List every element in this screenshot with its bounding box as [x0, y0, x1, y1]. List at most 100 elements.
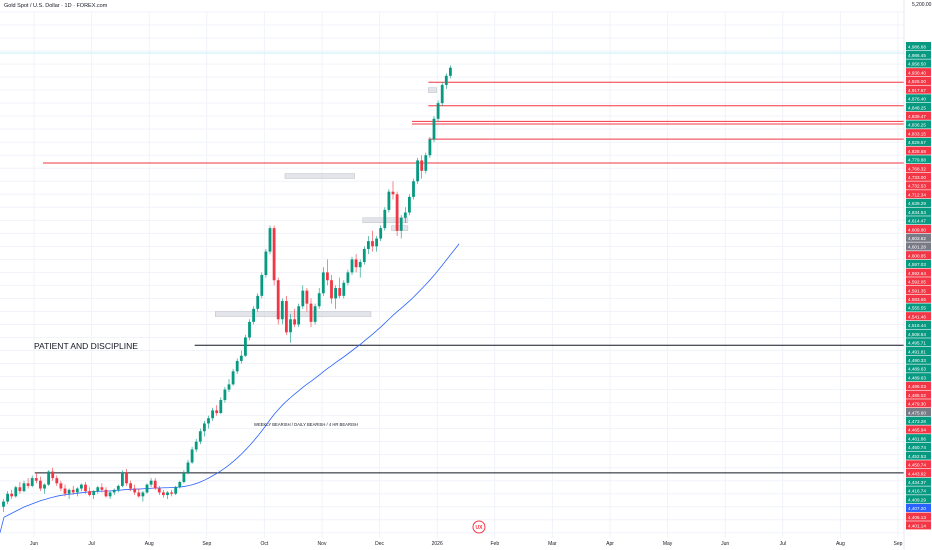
candle	[75, 487, 79, 497]
candle-body	[182, 472, 186, 483]
candle-body	[88, 491, 91, 496]
price-tag: 4,609.80	[906, 225, 931, 234]
price-tag: 4,475.60	[906, 408, 931, 417]
price-tag: 4,452.53	[906, 451, 931, 460]
candle	[412, 178, 415, 200]
price-tag-label: 4,986.68	[908, 44, 926, 49]
price-tag-bg	[906, 364, 931, 373]
price-tag-bg	[906, 469, 931, 478]
price-tag-label: 4,473.28	[908, 419, 926, 424]
candle-body	[149, 480, 153, 485]
price-tag-bg	[906, 381, 931, 390]
price-tag-label: 4,592.05	[908, 280, 926, 285]
price-tag-bg	[906, 216, 931, 225]
candle	[215, 405, 219, 416]
candle-body	[420, 160, 424, 171]
price-tag-label: 4,489.63	[908, 375, 926, 380]
price-tag: 4,600.85	[906, 251, 931, 260]
candle	[248, 319, 251, 341]
candle-body	[84, 484, 87, 492]
price-tag-label: 4,489.63	[908, 367, 926, 372]
price-tag-bg	[906, 207, 931, 216]
candle-body	[211, 410, 214, 419]
price-tag: 4,603.62	[906, 233, 931, 242]
candle-body	[313, 306, 317, 322]
candle-body	[92, 491, 96, 496]
candle	[252, 306, 255, 325]
candle-body	[71, 489, 75, 493]
candle-body	[170, 492, 173, 494]
candle-body	[399, 217, 403, 231]
candle	[391, 181, 395, 200]
price-tag-bg	[906, 408, 931, 417]
price-tag-bg	[906, 42, 931, 51]
price-tag-bg	[906, 103, 931, 112]
candle-body	[141, 492, 145, 497]
candle	[100, 483, 104, 493]
price-tag-label: 4,450.74	[908, 463, 926, 468]
candle-body	[227, 384, 231, 390]
price-tag: 4,828.68	[906, 146, 931, 155]
price-tag-label: 4,768.32	[908, 166, 926, 171]
candle	[420, 155, 424, 179]
price-tag: 4,465.94	[906, 425, 931, 434]
candle	[162, 489, 165, 498]
x-tick-label: Aug	[145, 541, 154, 547]
x-tick-label: May	[663, 541, 673, 547]
candle	[297, 303, 301, 328]
price-tag-label: 4,486.03	[908, 384, 926, 389]
price-tag: 4,555.55	[906, 303, 931, 312]
candle	[88, 487, 91, 497]
price-tag-bg	[906, 120, 931, 129]
candle	[371, 230, 374, 252]
x-axis: Jun Jul Aug Sep Oct Nov Dec 2026 Feb Mar Apr May Jun…	[30, 541, 903, 547]
price-tag: 4,416.74	[906, 486, 931, 495]
candle-body	[428, 139, 432, 156]
candle-body	[403, 212, 407, 218]
price-tag: 4,917.67	[906, 85, 931, 94]
price-tag-label: 4,986.45	[908, 53, 926, 58]
candle-body	[395, 194, 399, 231]
price-tag-label: 4,485.02	[908, 393, 926, 398]
candle	[186, 459, 190, 475]
candle-body	[186, 462, 190, 473]
price-tag-bg	[906, 477, 931, 486]
candle-body	[358, 261, 362, 268]
candle-body	[129, 483, 132, 489]
candle	[256, 293, 260, 312]
candle	[403, 207, 407, 223]
price-tag-label: 4,833.15	[908, 131, 926, 136]
price-tag: 4,733.00	[906, 172, 931, 181]
supply-zone	[391, 225, 409, 231]
price-tag-label: 4,848.25	[908, 105, 926, 110]
candle-body	[350, 259, 354, 273]
candle	[112, 488, 116, 496]
price-tag: 4,597.03	[906, 259, 931, 268]
candle-body	[47, 471, 50, 485]
candle-body	[39, 480, 42, 489]
candle	[96, 485, 100, 494]
price-tag-bg	[906, 286, 931, 295]
price-tag-bg	[906, 355, 931, 364]
x-tick-label: Feb	[490, 541, 499, 547]
price-tag-bg	[906, 85, 931, 94]
candle	[80, 483, 83, 492]
price-tag: 4,407.20	[906, 503, 931, 512]
candle	[6, 491, 9, 505]
price-tag-label: 4,597.03	[908, 262, 926, 267]
price-tag-bg	[906, 347, 931, 356]
zone-note-text: WEEKLY BEARISH / DAILY BEARISH / 4 HR BE…	[254, 422, 358, 427]
price-tag-label: 4,836.25	[908, 123, 926, 128]
candle-body	[371, 241, 374, 247]
candle-body	[67, 489, 71, 494]
candle-body	[321, 272, 325, 294]
price-tag-label: 4,614.47	[908, 219, 926, 224]
price-tag: 4,401.14	[906, 521, 931, 530]
price-tag-bg	[906, 259, 931, 268]
candle-body	[276, 280, 280, 320]
candle-body	[14, 487, 18, 497]
price-tag-label: 4,460.74	[908, 445, 926, 450]
x-tick-label: Oct	[261, 541, 269, 547]
candle	[440, 82, 444, 106]
